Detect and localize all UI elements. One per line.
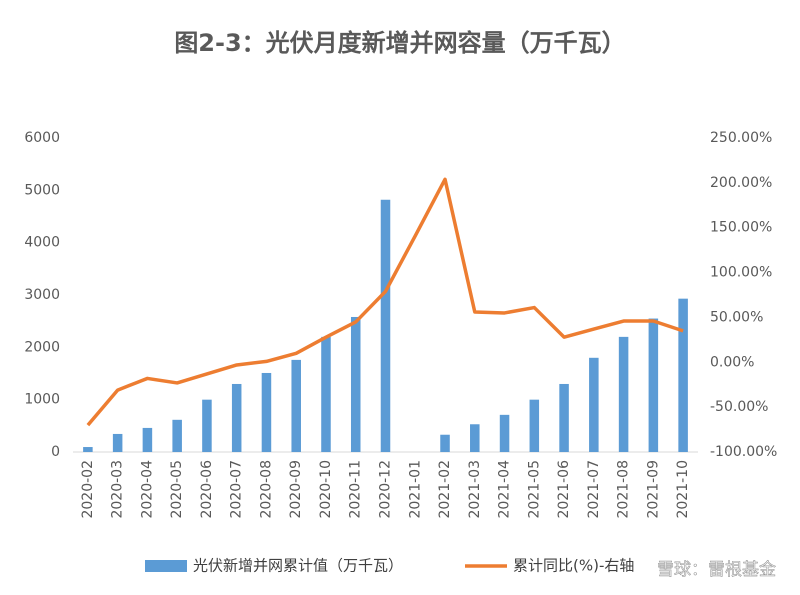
watermark: 雪球：雷根基金 [657, 560, 776, 580]
x-tick-label: 2020-11 [348, 460, 364, 519]
bar [470, 424, 480, 452]
line [86, 177, 684, 427]
y-tick-label: 5000 [24, 182, 60, 198]
y2-tick-label: 150.00% [710, 220, 772, 236]
bar [559, 383, 569, 452]
x-tick-label: 2021-06 [556, 460, 572, 519]
bar [321, 336, 331, 452]
y-tick-label: 1000 [24, 392, 60, 408]
legend-label: 光伏新增并网累计值（万千瓦） [193, 557, 403, 575]
y2-tick-label: 100.00% [710, 265, 772, 281]
y-tick-label: 3000 [24, 287, 60, 303]
y2-tick-label: -50.00% [710, 399, 768, 415]
y-tick-label: 6000 [24, 130, 60, 146]
y-tick-label: 4000 [24, 235, 60, 251]
x-tick-label: 2020-04 [139, 460, 155, 519]
y2-tick-label: 250.00% [710, 130, 772, 146]
x-tick-label: 2020-08 [258, 460, 274, 519]
x-tick-label: 2021-09 [645, 460, 661, 519]
x-tick-label: 2020-05 [169, 460, 185, 519]
y-tick-label: 0 [51, 444, 60, 460]
x-tick-label: 2020-03 [110, 460, 126, 519]
x-tick-label: 2020-09 [288, 460, 304, 519]
bar [648, 318, 659, 452]
bar [261, 372, 272, 452]
bar [172, 419, 182, 452]
bar [440, 434, 450, 452]
bar [291, 359, 301, 452]
x-tick-label: 2020-10 [318, 460, 334, 519]
bar [202, 399, 212, 452]
x-tick-label: 2021-10 [675, 460, 691, 519]
bar [350, 316, 361, 452]
x-tick-label: 2021-08 [616, 460, 632, 519]
bar [589, 357, 599, 452]
x-tick-label: 2020-02 [80, 460, 96, 519]
bar [380, 199, 391, 452]
legend-label: 累计同比(%)-右轴 [513, 557, 634, 575]
y2-tick-label: -100.00% [710, 444, 777, 460]
x-tick-label: 2021-05 [526, 460, 542, 519]
x-tick-label: 2020-12 [378, 460, 394, 519]
y2-tick-label: 50.00% [710, 309, 763, 325]
y2-tick-label: 0.00% [710, 354, 754, 370]
chart-title: 图2-3：光伏月度新增并网容量（万千瓦） [174, 29, 625, 57]
bar [83, 447, 93, 452]
x-tick-label: 2020-06 [199, 460, 215, 519]
legend-swatch [145, 560, 187, 572]
bar [678, 298, 688, 452]
x-tick-label: 2021-01 [407, 460, 423, 519]
x-tick-label: 2021-03 [467, 460, 483, 519]
y-tick-label: 2000 [24, 339, 60, 355]
bar [231, 383, 242, 452]
bar [112, 433, 123, 452]
y2-tick-label: 200.00% [710, 175, 772, 191]
x-tick-label: 2020-07 [229, 460, 245, 519]
bar [499, 414, 510, 452]
x-tick-label: 2021-04 [497, 460, 513, 519]
bar [529, 399, 540, 452]
bar [618, 336, 629, 452]
bar [142, 427, 153, 452]
x-tick-label: 2021-07 [586, 460, 602, 519]
x-tick-label: 2021-02 [437, 460, 453, 519]
